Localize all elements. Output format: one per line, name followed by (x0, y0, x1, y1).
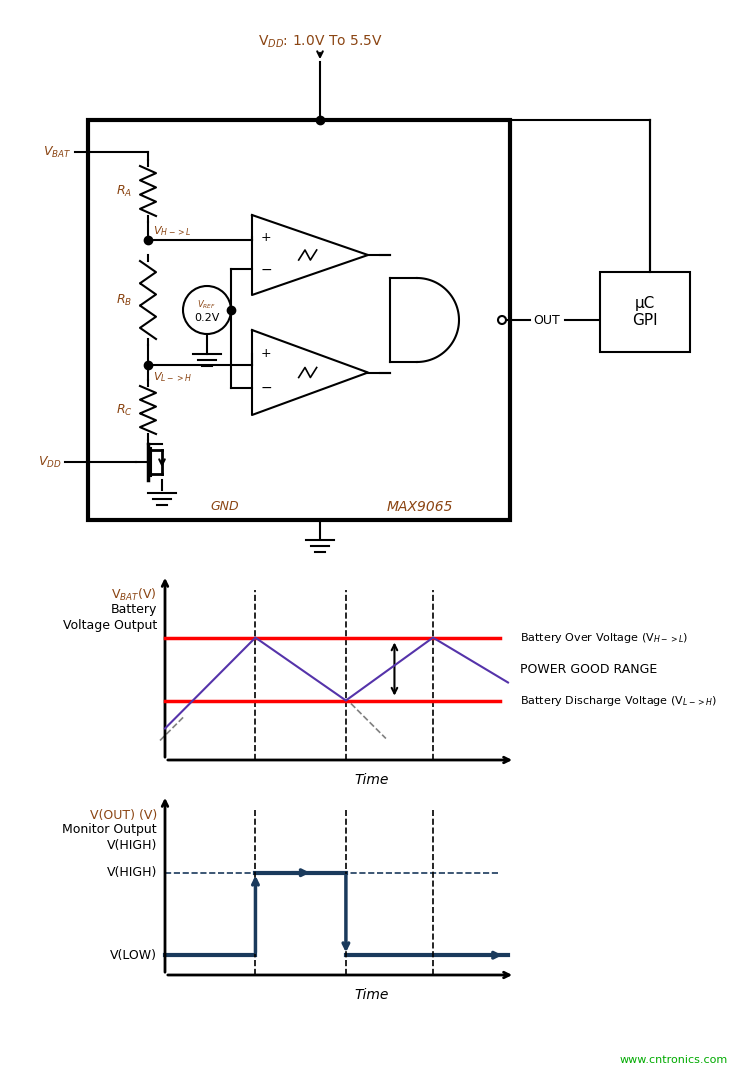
Text: R$_{A}$: R$_{A}$ (116, 184, 132, 199)
Text: +: + (261, 231, 271, 244)
Text: Battery: Battery (111, 604, 157, 616)
Text: V$_{REF}$: V$_{REF}$ (198, 299, 217, 311)
Bar (88, 120, 510, 520)
Text: V$_{DD}$: 1.0V To 5.5V: V$_{DD}$: 1.0V To 5.5V (258, 33, 383, 50)
Text: V$_{H->L}$: V$_{H->L}$ (153, 224, 192, 238)
Text: POWER GOOD RANGE: POWER GOOD RANGE (520, 663, 657, 676)
Text: μC
GPI: μC GPI (632, 295, 658, 329)
Text: GND: GND (211, 500, 239, 513)
Text: +: + (261, 347, 271, 360)
Text: www.cntronics.com: www.cntronics.com (620, 1055, 728, 1065)
Text: V$_{BAT}$(V): V$_{BAT}$(V) (111, 587, 157, 603)
Circle shape (498, 316, 506, 324)
Text: Battery Over Voltage (V$_{H->L}$): Battery Over Voltage (V$_{H->L}$) (520, 630, 688, 644)
Text: Voltage Output: Voltage Output (62, 619, 157, 632)
Text: −: − (260, 262, 271, 276)
Circle shape (183, 286, 231, 334)
Text: V$_{BAT}$: V$_{BAT}$ (44, 144, 72, 160)
Text: V(LOW): V(LOW) (110, 948, 157, 961)
Text: −: − (260, 381, 271, 395)
Text: V$_{L->H}$: V$_{L->H}$ (153, 371, 192, 383)
Text: R$_{B}$: R$_{B}$ (116, 292, 132, 307)
Text: R$_{C}$: R$_{C}$ (116, 403, 132, 418)
Text: Time: Time (355, 988, 390, 1002)
Text: V$_{DD}$: V$_{DD}$ (38, 454, 62, 469)
Bar (600, 272, 690, 352)
Text: 0.2V: 0.2V (194, 313, 220, 323)
Text: MAX9065: MAX9065 (387, 500, 453, 514)
Text: V(OUT) (V): V(OUT) (V) (89, 809, 157, 822)
Text: V(HIGH): V(HIGH) (107, 839, 157, 852)
Text: Battery Discharge Voltage (V$_{L->H}$): Battery Discharge Voltage (V$_{L->H}$) (520, 694, 717, 708)
Text: Time: Time (355, 773, 390, 787)
Text: V(HIGH): V(HIGH) (107, 867, 157, 880)
Text: Monitor Output: Monitor Output (62, 824, 157, 837)
Text: OUT: OUT (533, 314, 559, 326)
